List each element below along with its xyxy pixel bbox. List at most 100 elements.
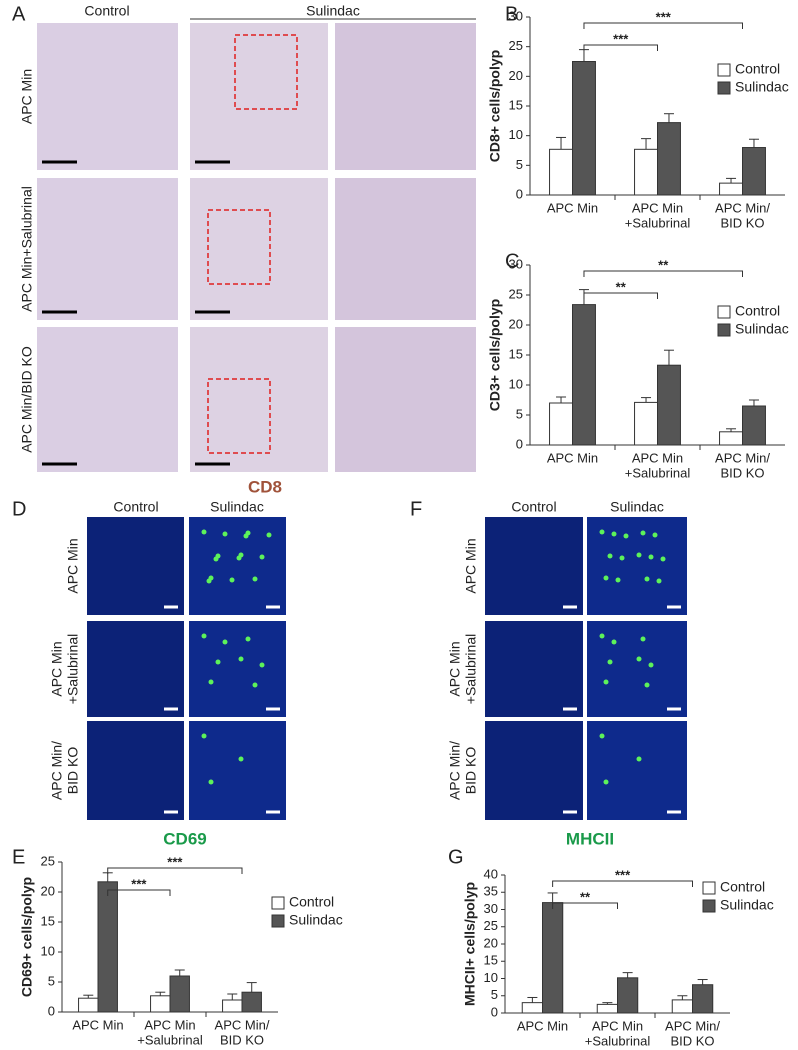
row-label: APC Min [19, 69, 35, 124]
legend-label: Control [735, 303, 780, 319]
legend-label: Sulindac [735, 321, 789, 337]
fluorescent-cell [215, 659, 221, 665]
fluorescent-cell [599, 529, 605, 535]
y-axis-label: CD8+ cells/polyp [487, 50, 503, 162]
micrograph [335, 327, 476, 472]
row-label: APC Min [463, 538, 479, 593]
y-tick-label: 20 [509, 68, 523, 83]
stain-label: CD8 [248, 477, 282, 496]
row-label: APC Min/ [447, 741, 463, 800]
x-tick-label: +Salubrinal [585, 1033, 651, 1048]
significance-label: *** [656, 9, 672, 24]
significance-bracket [552, 902, 618, 909]
y-tick-label: 5 [491, 987, 498, 1002]
bar [572, 61, 596, 196]
fluorescent-cell [611, 639, 617, 645]
bar [719, 431, 743, 446]
row-label: APC Min [65, 538, 81, 593]
row-label: BID KO [463, 747, 479, 795]
x-tick-label: APC Min [517, 1018, 568, 1033]
y-tick-label: 30 [509, 8, 523, 23]
fluorescent-cell [623, 533, 629, 539]
bar [671, 999, 693, 1014]
y-tick-label: 30 [484, 901, 498, 916]
fluorescent-cell [603, 575, 609, 581]
fluorescent-cell [236, 555, 242, 561]
legend-label: Control [720, 879, 765, 895]
x-tick-label: APC Min/ [215, 1017, 270, 1032]
x-tick-label: APC Min [72, 1017, 123, 1032]
x-tick-label: BID KO [720, 465, 764, 480]
fluorescent-cell [259, 554, 265, 560]
panel-label: E [12, 846, 25, 868]
y-tick-label: 0 [48, 1003, 55, 1018]
micrograph [87, 517, 184, 615]
micrograph [190, 178, 328, 320]
legend-swatch [717, 323, 731, 337]
fluorescent-cell [229, 577, 235, 583]
legend-swatch [271, 914, 285, 928]
legend-swatch [271, 896, 285, 910]
y-tick-label: 40 [484, 866, 498, 881]
fluorescent-cell [660, 556, 666, 562]
micrograph [335, 178, 476, 320]
y-tick-label: 15 [509, 97, 523, 112]
fluorescent-cell [201, 733, 207, 739]
fluorescent-cell [238, 656, 244, 662]
significance-label: ** [616, 279, 627, 294]
row-label: BID KO [65, 747, 81, 795]
bar [222, 999, 243, 1013]
y-tick-label: 0 [516, 436, 523, 451]
fluorescent-cell [252, 682, 258, 688]
x-tick-label: APC Min [632, 200, 683, 215]
fluorescent-cell [640, 636, 646, 642]
row-label: +Salubrinal [463, 634, 479, 704]
column-header: Control [84, 3, 129, 19]
y-tick-label: 20 [509, 316, 523, 331]
bar [742, 405, 766, 446]
x-tick-label: +Salubrinal [137, 1032, 203, 1047]
fluorescent-cell [213, 556, 219, 562]
y-tick-label: 10 [484, 970, 498, 985]
bar [572, 304, 596, 446]
column-header: Sulindac [306, 3, 360, 19]
micrograph [87, 621, 184, 717]
row-label: APC Min+Salubrinal [19, 186, 35, 312]
bar [549, 402, 573, 446]
significance-label: ** [658, 257, 669, 272]
stain-label: CD69 [163, 829, 206, 848]
micrograph [37, 178, 178, 320]
y-tick-label: 5 [516, 406, 523, 421]
column-header: Sulindac [210, 499, 264, 515]
fluorescent-cell [636, 552, 642, 558]
micrograph [485, 517, 583, 615]
fluorescent-cell [652, 532, 658, 538]
legend-label: Control [735, 61, 780, 77]
panel-label: D [12, 498, 26, 520]
stain-label: MHCII [566, 829, 614, 848]
fluorescent-cell [603, 679, 609, 685]
panel-label: G [448, 846, 464, 868]
bar [634, 148, 658, 196]
y-tick-label: 15 [484, 953, 498, 968]
bar [692, 984, 714, 1014]
bar [742, 147, 766, 196]
bar [719, 182, 743, 196]
bar [596, 1003, 618, 1014]
y-tick-label: 0 [491, 1004, 498, 1019]
y-tick-label: 5 [516, 157, 523, 172]
column-header: Control [511, 499, 556, 515]
bar [169, 975, 190, 1013]
fluorescent-cell [266, 532, 272, 538]
fluorescent-cell [607, 553, 613, 559]
fluorescent-cell [656, 578, 662, 584]
fluorescent-cell [222, 531, 228, 537]
legend-label: Sulindac [735, 79, 789, 95]
panel-label: F [410, 498, 422, 520]
fluorescent-cell [259, 662, 265, 668]
y-tick-label: 15 [41, 913, 55, 928]
significance-label: *** [613, 31, 629, 46]
micrograph [335, 23, 476, 170]
fluorescent-cell [252, 576, 258, 582]
y-tick-label: 25 [509, 38, 523, 53]
